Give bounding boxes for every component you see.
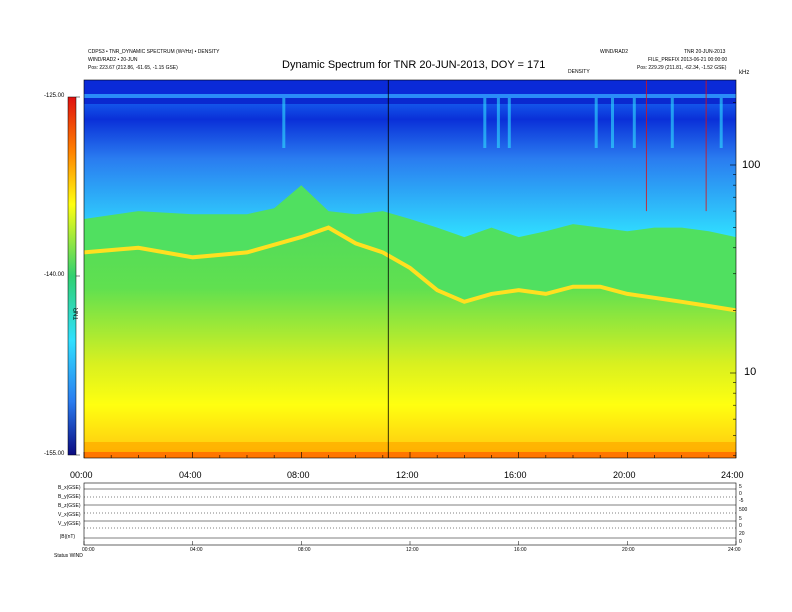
marker-lines — [387, 80, 707, 458]
header-left-line1: CDPS3 • TNR_DYNAMIC SPECTRUM (W²/Hz) • D… — [88, 49, 220, 55]
streak-7 — [670, 98, 674, 148]
x-tick-2: 08:00 — [287, 470, 310, 480]
bp-row-label-1: B_y(GSE) — [58, 494, 81, 500]
colorbar-tick-top: -125.00 — [44, 93, 65, 99]
bp-x-tick-1: 04:00 — [190, 547, 203, 553]
bp-right-label-0: 5 — [739, 484, 742, 490]
colorbar-tick-bottom: -155.00 — [44, 451, 65, 457]
bp-right-label-6: 20 — [739, 531, 745, 537]
top-deep-band — [84, 98, 736, 104]
x-tick-5: 20:00 — [613, 470, 636, 480]
bp-right-label-7: 0 — [739, 539, 742, 545]
bp-x-tick-5: 20:00 — [622, 547, 635, 553]
streak-0 — [282, 98, 286, 148]
colorbar — [67, 96, 77, 456]
header-right-line3: FILE_PREFIX 2013-06-21 00:00:00 — [648, 57, 728, 63]
bp-footer: Status WIND — [54, 553, 83, 559]
header-right-line2: TNR 20-JUN-2013 — [684, 49, 726, 55]
streak-6 — [632, 98, 636, 148]
vertical-streaks — [282, 98, 723, 148]
header-left-pos: Pos: 223.67 (212.86, -61.65, -1.15 GSE) — [88, 65, 178, 71]
streak-8 — [719, 98, 723, 148]
header-right-pos-label: Pos: — [637, 65, 648, 71]
x-tick-3: 12:00 — [396, 470, 419, 480]
bp-row-label-3: V_x(GSE) — [58, 512, 81, 518]
header-left-line2: WIND/RAD2 • 20-JUN — [88, 57, 138, 63]
x-tick-6: 24:00 — [721, 470, 744, 480]
bp-x-tick-0: 00:00 — [82, 547, 95, 553]
colorbar-tick-mid: -140.00 — [44, 272, 65, 278]
spectrum-plot — [83, 79, 737, 459]
streak-5 — [611, 98, 614, 148]
bp-x-tick-6: 24:00 — [728, 547, 741, 553]
bp-x-tick-4: 16:00 — [514, 547, 527, 553]
bp-row-label-2: B_z(GSE) — [58, 503, 81, 509]
y-unit: kHz — [739, 70, 750, 76]
top-dark-band — [84, 80, 736, 94]
yellow-edge-band — [83, 225, 737, 313]
header-left-pos-label: Pos: — [88, 65, 99, 71]
y-tick-10: 10 — [744, 366, 757, 378]
bottom-panel-frame — [83, 482, 737, 546]
x-tick-4: 16:00 — [504, 470, 527, 480]
bp-right-label-4: 5 — [739, 516, 742, 522]
streak-4 — [594, 98, 598, 148]
x-axis — [83, 452, 737, 458]
bp-right-label-1: 0 — [739, 491, 742, 497]
streak-3 — [507, 98, 511, 148]
bottom-panel-traces — [83, 488, 737, 545]
chart-title: Dynamic Spectrum for TNR 20-JUN-2013, DO… — [282, 59, 546, 71]
header-center-small: DENSITY — [568, 69, 590, 75]
header-right-line1: WIND/RAD2 — [600, 49, 629, 55]
top-light-band — [84, 94, 736, 98]
header-left-pos-value: 223.67 (212.86, -61.65, -1.15 GSE) — [99, 65, 178, 71]
light-green-band — [84, 185, 736, 311]
bp-footer-label: Status — [54, 553, 69, 559]
colorbar-label: TNR — [74, 307, 80, 320]
bp-row-label-5: |B|(nT) — [60, 534, 76, 540]
bp-right-label-2: -5 — [739, 498, 744, 504]
bp-x-tick-2: 08:00 — [298, 547, 311, 553]
bp-right-label-3: 500 — [739, 507, 748, 513]
streak-2 — [496, 98, 500, 148]
cyan-region — [84, 80, 736, 238]
bp-row-label-4: V_y(GSE) — [58, 521, 81, 527]
streak-1 — [483, 98, 487, 148]
y-axis — [730, 102, 736, 457]
x-tick-0: 00:00 — [70, 470, 93, 480]
bp-footer-value: WIND — [69, 553, 83, 559]
bp-x-tick-3: 12:00 — [406, 547, 419, 553]
bp-right-label-5: 0 — [739, 523, 742, 529]
header-right-pos: Pos: 229.29 (211.81, -62.34, -1.52 GSE) — [637, 65, 726, 71]
bottom-panel — [83, 482, 737, 546]
bp-row-label-0: B_x(GSE) — [58, 485, 81, 491]
y-tick-100: 100 — [742, 159, 761, 171]
header-right-pos-value: 229.29 (211.81, -62.34, -1.52 GSE) — [648, 65, 727, 71]
x-tick-1: 04:00 — [179, 470, 202, 480]
